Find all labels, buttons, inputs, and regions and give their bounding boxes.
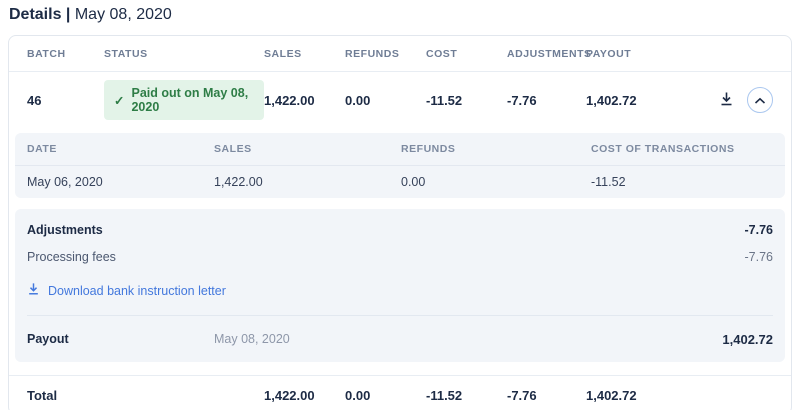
row-cost-value: -11.52 [426,92,463,108]
payout-label: Payout [27,332,69,346]
column-header-status: STATUS [104,47,148,60]
adjustments-title: Adjustments [27,223,103,237]
detail-header-row: DATE SALES REFUNDS COST OF TRANSACTIONS [15,133,785,166]
status-badge: ✓ Paid out on May 08, 2020 [104,80,264,120]
detail-header-date: DATE [27,143,57,155]
status-badge-label: Paid out on May 08, 2020 [131,86,249,114]
check-icon: ✓ [114,93,125,108]
download-icon [27,282,40,299]
row-payout-value: 1,402.72 [586,92,637,108]
detail-header-cost-of-transactions: COST OF TRANSACTIONS [591,143,735,155]
detail-header-refunds: REFUNDS [401,143,456,155]
page-title-date: May 08, 2020 [74,6,172,23]
payout-amount: 1,402.72 [722,331,773,347]
total-refunds-value: 0.00 [345,387,371,403]
detail-subtable: DATE SALES REFUNDS COST OF TRANSACTIONS … [15,133,785,198]
total-label: Total [27,387,58,403]
column-header-refunds: REFUNDS [345,47,400,60]
payout-date: May 08, 2020 [214,332,290,346]
row-sales-value: 1,422.00 [264,92,315,108]
row-adjustments-value: -7.76 [507,92,537,108]
detail-header-sales: SALES [214,143,252,155]
detail-date-value: May 06, 2020 [27,175,103,189]
total-cost-value: -11.52 [426,387,463,403]
download-icon [719,91,734,110]
chevron-up-icon [754,93,766,108]
adjustment-item-value: -7.76 [744,250,774,264]
total-row: Total 1,422.00 0.00 -11.52 -7.76 1,402.7… [9,375,791,410]
adjustments-total-value: -7.76 [744,223,774,237]
column-header-cost: COST [426,47,458,60]
detail-refunds-value: 0.00 [401,175,426,189]
total-sales-value: 1,422.00 [264,387,315,403]
detail-data-row: May 06, 2020 1,422.00 0.00 -11.52 [15,166,785,198]
row-refunds-value: 0.00 [345,92,371,108]
total-payout-value: 1,402.72 [586,387,637,403]
collapse-row-button[interactable] [747,87,773,113]
page-title: Details | May 08, 2020 [9,6,800,24]
page-title-label: Details | [9,6,71,23]
payout-summary-row: Payout May 08, 2020 1,402.72 [15,316,785,362]
payout-divider [27,315,773,316]
adjustment-item-label: Processing fees [27,250,116,264]
download-report-button[interactable] [719,91,734,110]
total-adjustments-value: -7.76 [507,387,537,403]
column-header-batch: BATCH [27,47,66,60]
table-row[interactable]: 46 ✓ Paid out on May 08, 2020 1,422.00 0.… [9,72,791,128]
download-bank-instruction-letter-link[interactable]: Download bank instruction letter [27,282,226,299]
adjustments-total-row: Adjustments -7.76 [15,223,785,237]
table-header-row: BATCH STATUS SALES REFUNDS COST ADJUSTME… [9,36,791,72]
payout-details-card: BATCH STATUS SALES REFUNDS COST ADJUSTME… [8,35,792,410]
column-header-adjustments: ADJUSTMENTS [507,47,592,60]
detail-sales-value: 1,422.00 [214,175,263,189]
adjustments-section: Adjustments -7.76 Processing fees -7.76 … [15,209,785,362]
column-header-sales: SALES [264,47,302,60]
detail-cost-value: -11.52 [591,175,626,189]
batch-number: 46 [27,92,42,108]
download-link-label: Download bank instruction letter [48,283,226,298]
column-header-payout: PAYOUT [586,47,632,60]
adjustment-item-row: Processing fees -7.76 [15,250,785,264]
